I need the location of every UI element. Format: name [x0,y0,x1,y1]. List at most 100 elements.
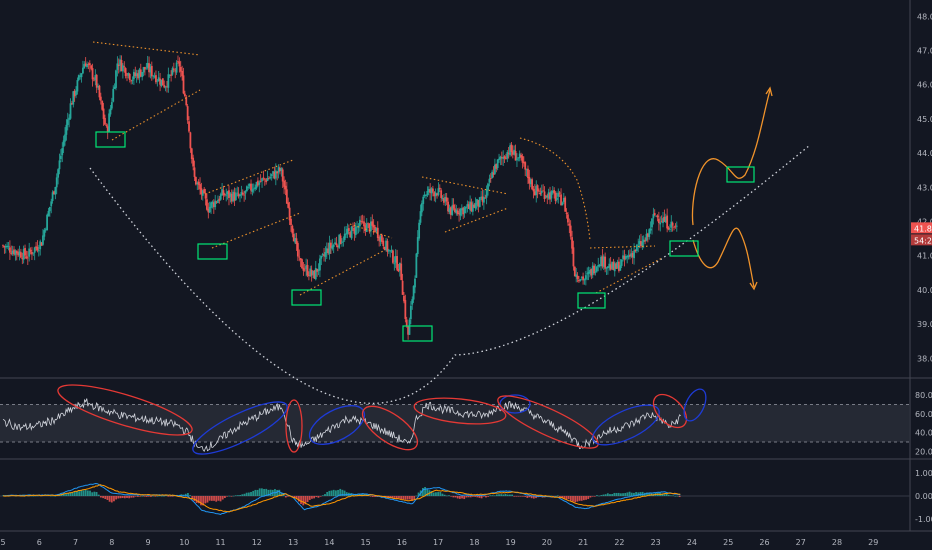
macd-histogram-bar [676,495,679,497]
time-tick-label: 16 [397,538,407,547]
candle-body [29,249,32,252]
oscillator-tick-label: 60.00 [915,410,932,419]
macd-histogram-bar [530,496,533,499]
candle-body [569,225,572,237]
candle-body [170,74,173,76]
candle-body [449,207,452,215]
candle-body [301,259,303,269]
candle-body [527,168,529,179]
candle-body [83,64,86,69]
macd-histogram-bar [160,495,163,497]
candle-body [50,201,53,207]
macd-histogram-bar [315,496,318,498]
candle-body [314,268,317,280]
macd-histogram-bar [491,495,494,496]
projection-up [691,89,771,226]
macd-histogram-bar [374,496,376,497]
macd-histogram-bar [117,496,120,499]
candle-body [113,86,116,89]
green-box-1 [95,131,126,148]
macd-histogram-bar [232,495,235,497]
candle-body [392,250,394,263]
candle-body [332,244,335,247]
candle-body [529,179,532,185]
candle-body [425,195,427,197]
candle-body [201,190,204,196]
macd-histogram-bar [78,491,81,496]
candle-body [600,256,602,266]
candle-body [164,86,167,88]
candle-body [99,96,102,101]
candle-body [291,225,294,234]
macd-histogram-bar [526,496,529,498]
candle-body [671,222,674,226]
macd-histogram-bar [450,496,453,497]
candle-body [214,200,217,208]
candle-body [274,170,277,179]
candle-body [167,74,170,88]
macd-histogram-bar [613,492,616,496]
macd-histogram-bar [454,496,457,498]
candle-body [495,163,498,169]
candle-body [137,73,139,79]
macd-histogram-bar [469,496,472,498]
candle-body [2,245,4,247]
candle-body [649,228,652,231]
candle-body [273,171,276,179]
macd-histogram-bar [406,496,409,500]
candle-body [634,249,637,251]
price-tick-label: 47.00 [917,46,932,55]
macd-histogram-bar [195,496,198,503]
candle-body [561,202,564,206]
macd-histogram-bar [91,492,94,496]
macd-histogram-bar [472,496,474,497]
candle-body [465,206,467,209]
signal-line [2,484,681,513]
candle-body [521,156,524,163]
macd-histogram-bar [500,494,503,496]
macd-histogram-bar [461,496,463,499]
macd-histogram-bar [228,495,231,497]
macd-histogram-bar [215,496,218,502]
time-tick-label: 25 [723,538,733,547]
candle-body [8,247,11,253]
candle-body [367,222,370,224]
candle-body [462,207,465,215]
time-axis[interactable]: 5 6 7 8 9 10 11 12 13 14 15 16 17 18 19 20 21 22 23 24 25 26 2… [0,538,878,547]
candle-body [485,189,488,198]
candle-body [91,68,94,80]
candle-body [505,158,507,160]
candle-body [387,249,390,252]
candle-body [132,71,135,80]
candle-body [506,152,509,159]
candle-body [620,259,623,266]
candle-body [13,249,15,255]
macd-histogram-bar [187,492,189,496]
macd-histogram-bar [435,492,437,496]
price-axis[interactable]: 48.00 47.00 46.00 45.00 44.00 43.00 42.00 41.00… [911,12,932,524]
macd-histogram-bar [254,489,257,496]
macd-histogram-bar [402,496,405,500]
candle-body [145,68,148,70]
macd-histogram-bar [297,496,300,502]
candle-body [593,265,596,274]
macd-histogram-bar [611,493,614,496]
macd-histogram-bar [143,496,146,497]
candle-body [225,194,228,196]
macd-histogram-bar [171,496,174,497]
candle-body [470,202,473,212]
candle-body [203,189,206,194]
candle-body [364,225,367,232]
macd-histogram-bar [241,494,244,496]
projection-up-head [765,86,773,97]
macd-histogram-bar [102,496,104,499]
macd-histogram-bar [113,496,115,502]
macd-histogram-bar [356,494,359,496]
candle-body [178,61,181,67]
candle-body [605,267,608,269]
candle-body [215,201,218,203]
candle-body [381,235,383,242]
candle-body [95,74,98,88]
candle-body [400,263,403,281]
